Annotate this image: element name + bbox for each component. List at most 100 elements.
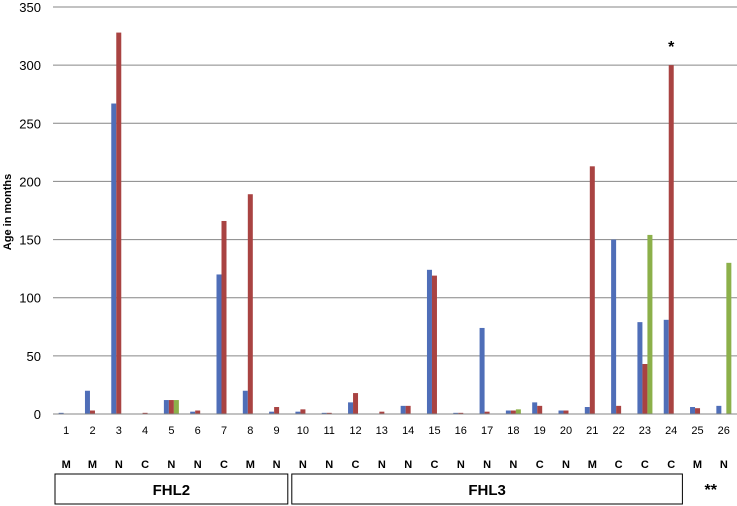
x-tick-label: 10 (297, 425, 309, 437)
x-tick-label: 9 (274, 425, 280, 437)
y-axis-label: Age in months (2, 174, 14, 250)
bars (58, 32, 732, 415)
y-tick-label: 250 (19, 116, 41, 131)
x-tick-labels: 1 2 3 4 5 6 7 8 9 10 11 12 13 14 15 16 17 18 19 20 21 22 23 24 2… (63, 425, 730, 437)
x-tick-label: 24 (665, 425, 677, 437)
group-box (54, 473, 289, 505)
bar (458, 412, 464, 414)
y-tick-label: 300 (19, 58, 41, 73)
group-label: FHL2 (153, 482, 191, 499)
bar (400, 405, 406, 414)
bar (242, 390, 248, 414)
bar (269, 411, 275, 414)
bar (163, 400, 169, 414)
bar (247, 194, 253, 414)
x-tick-label: 13 (376, 425, 388, 437)
gridlines (53, 6, 737, 357)
bar (589, 166, 595, 414)
category-code: N (509, 459, 517, 471)
x-tick-label: 5 (168, 425, 174, 437)
category-code: C (667, 459, 675, 471)
category-code: M (693, 459, 702, 471)
category-code: N (299, 459, 307, 471)
category-code: M (88, 459, 97, 471)
bar (58, 412, 64, 414)
y-tick-label: 200 (19, 174, 41, 189)
x-tick-label: 17 (481, 425, 493, 437)
x-tick-label: 11 (323, 425, 334, 437)
x-tick-label: 25 (691, 425, 703, 437)
category-code: C (220, 459, 228, 471)
bar (690, 407, 696, 414)
bar (726, 262, 732, 414)
bar (116, 32, 122, 414)
bar (326, 412, 332, 414)
category-code: N (194, 459, 202, 471)
category-code: C (536, 459, 544, 471)
bar (616, 405, 622, 414)
bar (426, 269, 432, 414)
bar (168, 400, 174, 414)
bar (111, 103, 117, 415)
bar (505, 410, 511, 414)
bar (537, 405, 543, 414)
x-tick-label: 22 (612, 425, 624, 437)
x-tick-label: 19 (534, 425, 546, 437)
bar (321, 412, 327, 414)
bar (353, 393, 359, 414)
x-tick-label: 20 (560, 425, 572, 437)
category-code: C (141, 459, 149, 471)
category-code: N (457, 459, 465, 471)
bar (173, 400, 179, 414)
category-code: N (115, 459, 123, 471)
bar (274, 407, 280, 414)
bar (532, 402, 538, 414)
bar (584, 407, 590, 414)
x-tick-label: 23 (639, 425, 651, 437)
bar (348, 402, 354, 414)
bar (221, 220, 227, 414)
bar (611, 239, 617, 414)
bar (484, 411, 490, 414)
x-tick-label: 12 (349, 425, 361, 437)
bar (515, 409, 521, 414)
category-code: N (325, 459, 333, 471)
bar (647, 234, 653, 414)
category-code: M (246, 459, 255, 471)
category-code: C (641, 459, 649, 471)
bar (300, 409, 306, 414)
bar (668, 65, 674, 414)
bar (195, 410, 201, 414)
bar (295, 411, 301, 414)
category-code: N (483, 459, 491, 471)
bar (479, 327, 485, 414)
bar (379, 411, 385, 414)
x-tick-label: 21 (586, 425, 598, 437)
category-code: N (273, 459, 281, 471)
x-tick-label: 8 (247, 425, 253, 437)
bar (84, 390, 90, 414)
group-boxes: FHL2 FHL3 (54, 473, 683, 505)
category-code: C (352, 459, 360, 471)
y-tick-label: 350 (19, 0, 41, 15)
bar (510, 410, 516, 414)
bar (695, 408, 701, 414)
x-tick-label: 4 (142, 425, 148, 437)
bar (637, 322, 643, 414)
annotation-asterisk: * (668, 39, 675, 56)
bar (563, 410, 569, 414)
bar (716, 405, 722, 414)
group-box (291, 473, 683, 505)
category-code: N (167, 459, 175, 471)
bar (405, 405, 411, 414)
category-code: N (404, 459, 412, 471)
x-tick-label: 16 (455, 425, 467, 437)
bar (453, 412, 459, 414)
category-code: M (62, 459, 71, 471)
category-code: N (562, 459, 570, 471)
bar (142, 412, 148, 414)
y-tick-label: 150 (19, 233, 41, 248)
x-tick-label: 26 (718, 425, 730, 437)
category-code: C (615, 459, 623, 471)
